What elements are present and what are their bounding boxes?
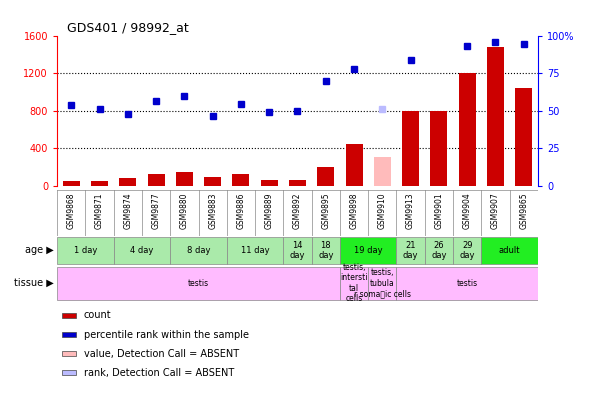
- Text: GSM9889: GSM9889: [264, 192, 273, 229]
- Text: GSM9907: GSM9907: [491, 192, 500, 229]
- Text: GSM9892: GSM9892: [293, 192, 302, 229]
- Text: GSM9865: GSM9865: [519, 192, 528, 229]
- Text: testis,
tubula
r soma	ic cells: testis, tubula r soma ic cells: [354, 268, 411, 298]
- Text: GSM9895: GSM9895: [322, 192, 331, 229]
- Bar: [62, 370, 76, 375]
- Text: tissue ▶: tissue ▶: [14, 278, 54, 288]
- Text: 19 day: 19 day: [354, 246, 382, 255]
- Text: GSM9901: GSM9901: [435, 192, 444, 229]
- Text: GSM9874: GSM9874: [123, 192, 132, 229]
- Bar: [57, 267, 340, 299]
- Text: testis: testis: [457, 279, 478, 287]
- Bar: [283, 237, 312, 264]
- Bar: [487, 47, 504, 186]
- Text: GSM9868: GSM9868: [67, 192, 76, 229]
- Bar: [515, 88, 532, 186]
- Bar: [368, 267, 397, 299]
- Bar: [204, 177, 221, 186]
- Bar: [340, 237, 397, 264]
- Bar: [402, 111, 419, 186]
- Text: GSM9877: GSM9877: [151, 192, 160, 229]
- Text: GSM9883: GSM9883: [208, 192, 217, 229]
- Bar: [317, 167, 334, 186]
- Text: rank, Detection Call = ABSENT: rank, Detection Call = ABSENT: [84, 368, 234, 378]
- Bar: [176, 172, 193, 186]
- Text: GDS401 / 98992_at: GDS401 / 98992_at: [67, 21, 189, 34]
- Bar: [430, 111, 447, 186]
- Text: age ▶: age ▶: [25, 246, 54, 255]
- Text: GSM9880: GSM9880: [180, 192, 189, 229]
- Text: 21
day: 21 day: [403, 241, 418, 260]
- Bar: [312, 237, 340, 264]
- Text: testis: testis: [188, 279, 209, 287]
- Bar: [148, 174, 165, 186]
- Bar: [481, 237, 538, 264]
- Bar: [114, 237, 170, 264]
- Bar: [57, 237, 114, 264]
- Bar: [397, 237, 425, 264]
- Text: 11 day: 11 day: [241, 246, 269, 255]
- Text: GSM9904: GSM9904: [463, 192, 472, 229]
- Bar: [62, 313, 76, 318]
- Text: value, Detection Call = ABSENT: value, Detection Call = ABSENT: [84, 349, 239, 359]
- Text: GSM9910: GSM9910: [378, 192, 387, 229]
- Bar: [170, 237, 227, 264]
- Bar: [62, 332, 76, 337]
- Text: GSM9871: GSM9871: [95, 192, 104, 229]
- Bar: [233, 174, 249, 186]
- Text: GSM9886: GSM9886: [236, 192, 245, 229]
- Bar: [374, 157, 391, 186]
- Bar: [261, 181, 278, 186]
- Bar: [227, 237, 283, 264]
- Bar: [120, 178, 136, 186]
- Bar: [425, 237, 453, 264]
- Text: GSM9913: GSM9913: [406, 192, 415, 229]
- Bar: [459, 73, 475, 186]
- Bar: [346, 144, 362, 186]
- Text: GSM9898: GSM9898: [350, 192, 359, 229]
- Text: 4 day: 4 day: [130, 246, 154, 255]
- Bar: [374, 183, 391, 186]
- Text: percentile rank within the sample: percentile rank within the sample: [84, 329, 249, 339]
- Text: 1 day: 1 day: [74, 246, 97, 255]
- Bar: [62, 351, 76, 356]
- Text: 18
day: 18 day: [318, 241, 334, 260]
- Bar: [63, 181, 80, 186]
- Bar: [289, 180, 306, 186]
- Text: 14
day: 14 day: [290, 241, 305, 260]
- Bar: [340, 267, 368, 299]
- Text: adult: adult: [499, 246, 520, 255]
- Text: count: count: [84, 310, 111, 320]
- Bar: [397, 267, 538, 299]
- Text: 29
day: 29 day: [459, 241, 475, 260]
- Text: 8 day: 8 day: [187, 246, 210, 255]
- Text: 26
day: 26 day: [431, 241, 447, 260]
- Bar: [453, 237, 481, 264]
- Bar: [91, 181, 108, 186]
- Text: testis,
intersti
tal
cells: testis, intersti tal cells: [340, 263, 368, 303]
